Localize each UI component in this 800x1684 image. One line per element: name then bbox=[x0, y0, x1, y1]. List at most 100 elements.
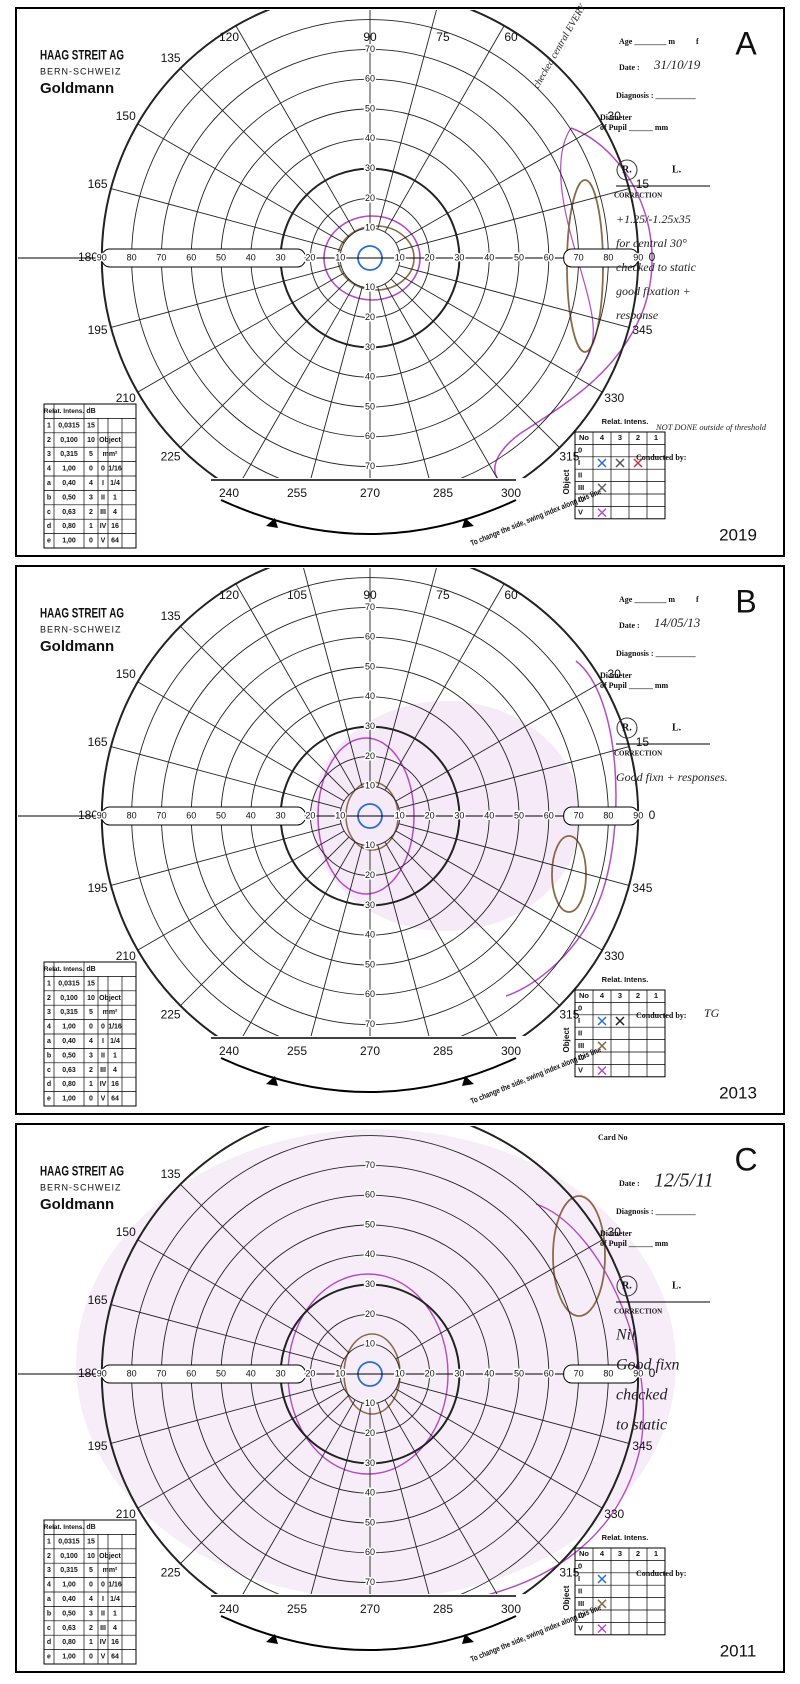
scale-label: 80 bbox=[127, 1368, 137, 1378]
angle-label: 105 bbox=[287, 588, 307, 602]
angle-label: 15 bbox=[636, 177, 650, 191]
angle-label: 270 bbox=[360, 1602, 380, 1616]
table-cell: c bbox=[47, 509, 51, 516]
scale-label: 20 bbox=[365, 870, 375, 880]
row-header: 0 bbox=[578, 1004, 582, 1013]
column-header: 3 bbox=[618, 1549, 622, 1558]
scale-label: 30 bbox=[276, 810, 286, 820]
brand-product: Goldmann bbox=[40, 80, 114, 97]
scale-label: 50 bbox=[216, 252, 226, 262]
table-cell: 64 bbox=[111, 1654, 119, 1661]
brand: HAAG STREIT AG bbox=[40, 47, 124, 63]
scale-label: 20 bbox=[365, 1428, 375, 1438]
angle-label: 195 bbox=[88, 323, 108, 337]
row-header: IV bbox=[578, 495, 585, 504]
panel: 0153060759010512013515016518019521022524… bbox=[15, 565, 785, 1115]
table-cell: IV bbox=[100, 1081, 107, 1088]
table-cell: V bbox=[101, 1654, 106, 1661]
table-cell: 1/16 bbox=[108, 466, 122, 473]
row-header: I bbox=[578, 458, 580, 467]
table-cell: II bbox=[101, 1052, 105, 1059]
check-mark bbox=[597, 1599, 607, 1609]
scale-label: 70 bbox=[156, 810, 166, 820]
scale-label: 30 bbox=[365, 163, 375, 173]
scale-label: 30 bbox=[365, 900, 375, 910]
scale-label: 20 bbox=[305, 1368, 315, 1378]
check-mark bbox=[597, 508, 607, 518]
radial-line bbox=[377, 844, 430, 1036]
isopter bbox=[494, 127, 653, 478]
scale-label: 70 bbox=[365, 1019, 375, 1029]
column-header: No bbox=[579, 1549, 589, 1558]
check-mark bbox=[597, 483, 607, 493]
angle-label: 345 bbox=[632, 1439, 652, 1453]
table-cell: 2 bbox=[47, 1553, 51, 1560]
angle-label: 270 bbox=[360, 1044, 380, 1058]
radial-line bbox=[242, 283, 356, 478]
scale-label: 60 bbox=[365, 74, 375, 84]
scale-strip bbox=[101, 248, 306, 268]
scale-label: 30 bbox=[365, 342, 375, 352]
radial-line bbox=[398, 823, 630, 886]
table-cell: 0 bbox=[89, 538, 93, 545]
scale-label: 70 bbox=[574, 810, 584, 820]
scale-label: 80 bbox=[603, 1368, 613, 1378]
isopter bbox=[487, 1203, 645, 1594]
radial-line bbox=[180, 1394, 350, 1564]
angle-label: 210 bbox=[116, 949, 136, 963]
angle-label: 120 bbox=[219, 588, 239, 602]
scale-label: 20 bbox=[425, 1368, 435, 1378]
scale-label: 80 bbox=[127, 810, 137, 820]
handwritten-note: Good fixn bbox=[616, 1357, 680, 1374]
table-cell: II bbox=[101, 494, 105, 501]
scale-label: 40 bbox=[484, 252, 494, 262]
column-header: 1 bbox=[654, 433, 658, 442]
scale-label: 70 bbox=[156, 252, 166, 262]
scale-label: 90 bbox=[633, 252, 643, 262]
scale-label: 30 bbox=[276, 252, 286, 262]
conducted-label: Conducted by: bbox=[636, 1011, 686, 1020]
radial-line bbox=[384, 25, 505, 233]
radial-line bbox=[377, 10, 437, 230]
table-cell: I bbox=[102, 1596, 104, 1603]
table-cell: 1,00 bbox=[62, 1654, 76, 1661]
scale-label: 70 bbox=[156, 1368, 166, 1378]
correction-label: CORRECTION bbox=[614, 192, 662, 200]
radial-line bbox=[384, 841, 498, 1036]
age-label: Age ________ m bbox=[619, 37, 675, 46]
table-frame bbox=[574, 989, 666, 1078]
radial-line bbox=[110, 1304, 342, 1367]
angle-label: 0 bbox=[649, 808, 656, 822]
radial-line bbox=[310, 286, 363, 478]
handwritten-note: for central 30° bbox=[616, 236, 687, 250]
angle-label: 195 bbox=[88, 1439, 108, 1453]
table-cell: 1/4 bbox=[110, 1038, 120, 1045]
angle-label: 300 bbox=[501, 1602, 521, 1616]
scale-label: 60 bbox=[186, 252, 196, 262]
angle-label: 0 bbox=[649, 250, 656, 264]
angle-label: 285 bbox=[433, 1044, 453, 1058]
scale-label: 10 bbox=[365, 223, 375, 233]
scale-label: 50 bbox=[365, 1219, 375, 1229]
table-cell: 2 bbox=[89, 509, 93, 516]
column-header: 1 bbox=[654, 991, 658, 1000]
radial-line bbox=[137, 123, 345, 244]
angle-label: 0 bbox=[649, 1366, 656, 1380]
angle-label: 135 bbox=[161, 609, 181, 623]
check-mark bbox=[597, 1624, 607, 1634]
scale-label: 40 bbox=[365, 133, 375, 143]
scale-label: 40 bbox=[246, 810, 256, 820]
panel-year: 2013 bbox=[719, 1083, 757, 1102]
scale-label: 50 bbox=[216, 1368, 226, 1378]
swing-arc bbox=[220, 1057, 517, 1093]
eye-left: L. bbox=[672, 164, 682, 175]
handwritten-note: NOT DONE outside of threshold bbox=[655, 423, 767, 432]
table-cell: I bbox=[102, 1038, 104, 1045]
table-cell: Object bbox=[99, 995, 121, 1002]
table-cell: 0,0315 bbox=[58, 422, 80, 429]
table-cell: b bbox=[47, 494, 51, 501]
scale-label: 30 bbox=[365, 1458, 375, 1468]
angle-label: 255 bbox=[287, 1044, 307, 1058]
radial-line bbox=[390, 836, 560, 1006]
